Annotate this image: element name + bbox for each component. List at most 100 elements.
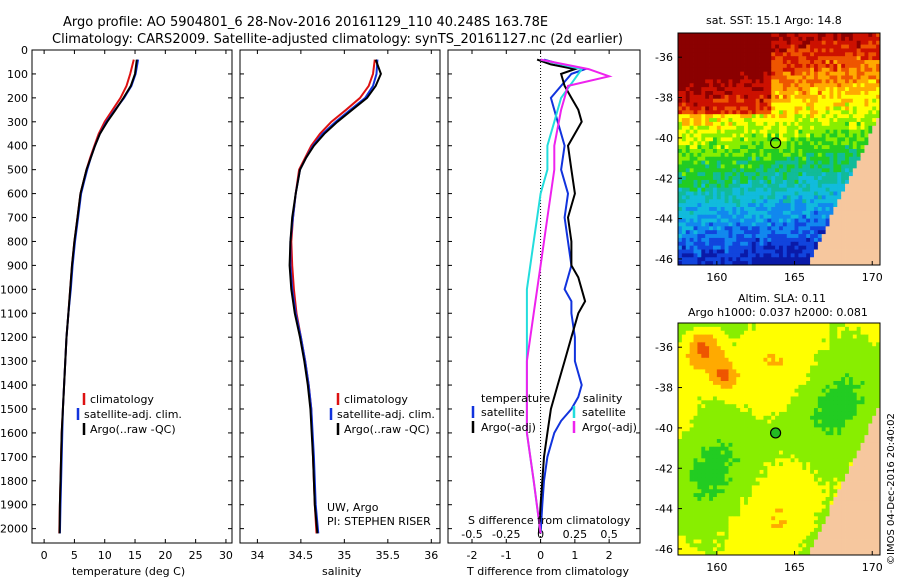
map-cell bbox=[751, 419, 757, 424]
map-cell bbox=[747, 75, 753, 80]
map-cell bbox=[681, 98, 687, 103]
map-cell bbox=[841, 326, 846, 332]
map-cell bbox=[813, 435, 819, 440]
map-cell bbox=[697, 241, 702, 247]
map-cell bbox=[755, 179, 760, 185]
map-cell bbox=[876, 214, 881, 219]
map-cell bbox=[678, 326, 683, 332]
map-cell bbox=[852, 164, 858, 169]
map-cell bbox=[860, 75, 865, 80]
map-cell bbox=[767, 234, 772, 239]
map-cell bbox=[841, 187, 846, 192]
map-cell bbox=[709, 48, 714, 53]
map-cell bbox=[709, 230, 714, 235]
map-cell bbox=[747, 48, 753, 53]
map-cell bbox=[759, 392, 764, 397]
map-cell bbox=[798, 353, 803, 359]
map-cell bbox=[747, 230, 753, 235]
map-cell bbox=[779, 164, 784, 169]
map-cell bbox=[825, 199, 830, 204]
map-cell bbox=[701, 91, 706, 96]
map-cell bbox=[775, 118, 780, 123]
map-cell bbox=[693, 396, 698, 401]
map-cell bbox=[771, 114, 776, 119]
map-cell bbox=[829, 83, 834, 88]
map-cell bbox=[802, 357, 807, 363]
map-cell bbox=[747, 361, 753, 366]
difference-legend: temperature salinity satellite Argo(-adj… bbox=[471, 392, 637, 434]
map-cell bbox=[829, 419, 834, 424]
map-cell bbox=[860, 245, 865, 250]
map-cell bbox=[821, 388, 827, 393]
map-cell bbox=[724, 87, 729, 92]
map-cell bbox=[747, 176, 753, 181]
map-cell bbox=[852, 183, 858, 189]
map-cell bbox=[779, 48, 784, 53]
map-cell bbox=[786, 63, 792, 69]
map-cell bbox=[720, 63, 726, 69]
map-cell bbox=[736, 377, 741, 382]
map-cell bbox=[736, 152, 741, 158]
map-cell bbox=[833, 411, 838, 417]
map-cell bbox=[736, 98, 741, 103]
map-cell bbox=[681, 361, 687, 366]
map-cell bbox=[806, 435, 811, 440]
map-cell bbox=[825, 114, 830, 119]
map-cell bbox=[701, 377, 706, 382]
map-cell bbox=[751, 172, 757, 177]
map-cell bbox=[712, 67, 718, 73]
map-cell bbox=[697, 145, 702, 150]
map-cell bbox=[763, 40, 768, 45]
map-cell bbox=[856, 338, 861, 343]
map-cell bbox=[837, 199, 842, 204]
map-cell bbox=[747, 323, 753, 328]
map-cell bbox=[856, 230, 861, 235]
map-cell bbox=[841, 257, 846, 262]
map-cell bbox=[744, 338, 749, 343]
map-cell bbox=[759, 400, 764, 405]
map-cell bbox=[763, 214, 768, 219]
map-cell bbox=[720, 71, 726, 76]
map-cell bbox=[779, 381, 784, 386]
map-cell bbox=[845, 98, 850, 103]
map-cell bbox=[771, 106, 776, 111]
map-cell bbox=[771, 249, 776, 254]
map-cell bbox=[724, 241, 729, 247]
map-cell bbox=[744, 435, 749, 440]
map-cell bbox=[767, 152, 772, 158]
map-cell bbox=[860, 396, 865, 401]
map-cell bbox=[856, 415, 861, 421]
map-cell bbox=[837, 234, 842, 239]
map-cell bbox=[810, 249, 815, 254]
map-cell bbox=[775, 110, 780, 115]
map-cell bbox=[709, 149, 714, 154]
map-cell bbox=[732, 91, 737, 96]
map-cell bbox=[740, 245, 745, 250]
map-cell bbox=[825, 145, 830, 150]
map-cell bbox=[852, 98, 858, 103]
map-cell bbox=[779, 241, 784, 247]
map-cell bbox=[813, 346, 819, 351]
map-cell bbox=[755, 52, 760, 57]
x2-tick-label: -0.25 bbox=[492, 528, 520, 541]
map-cell bbox=[876, 87, 881, 92]
map-cell bbox=[810, 137, 815, 142]
map-cell bbox=[813, 234, 819, 239]
map-cell bbox=[852, 210, 858, 216]
map-cell bbox=[678, 203, 683, 208]
map-cell bbox=[685, 210, 691, 216]
map-cell bbox=[763, 44, 768, 49]
map-cell bbox=[685, 98, 691, 103]
map-cell bbox=[759, 257, 764, 262]
map-cell bbox=[868, 40, 873, 45]
map-cell bbox=[845, 152, 850, 158]
map-cell bbox=[779, 361, 784, 366]
map-cell bbox=[845, 191, 850, 196]
map-cell bbox=[681, 152, 687, 158]
map-cell bbox=[759, 427, 764, 432]
map-cell bbox=[767, 79, 772, 84]
map-cell bbox=[689, 210, 694, 216]
map-cell bbox=[868, 384, 873, 390]
map-cell bbox=[798, 164, 803, 169]
map-cell bbox=[798, 94, 803, 100]
